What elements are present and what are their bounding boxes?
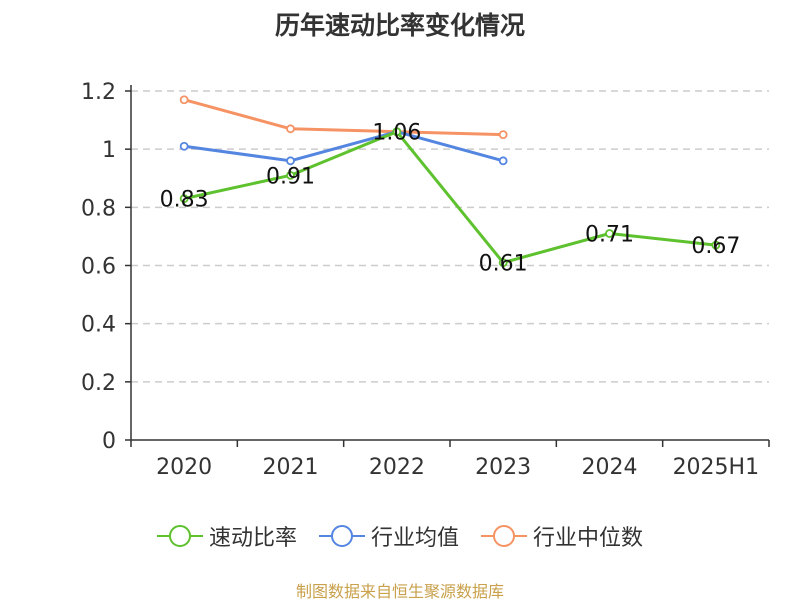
legend-marker-icon bbox=[318, 525, 365, 547]
data-point bbox=[711, 240, 721, 250]
data-label: 0.67 bbox=[691, 234, 740, 259]
chart-title: 历年速动比率变化情况 bbox=[274, 11, 525, 40]
y-tick-label: 0 bbox=[102, 429, 116, 454]
data-point bbox=[392, 127, 402, 137]
legend: 速动比率 行业均值 行业中位数 bbox=[0, 520, 800, 552]
series-line bbox=[183, 130, 716, 265]
data-point bbox=[498, 130, 508, 140]
y-tick-label: 1.2 bbox=[81, 80, 116, 105]
legend-item[interactable]: 速动比率 bbox=[156, 520, 297, 552]
data-label: 0.71 bbox=[585, 223, 634, 248]
data-point bbox=[286, 124, 295, 134]
data-point bbox=[605, 229, 614, 238]
legend-item[interactable]: 行业均值 bbox=[318, 520, 459, 552]
x-tick-label: 2021 bbox=[263, 455, 319, 480]
series-line bbox=[183, 98, 504, 137]
x-tick-label: 2025H1 bbox=[673, 455, 760, 480]
y-tick-label: 1 bbox=[102, 138, 116, 163]
data-point bbox=[498, 258, 508, 267]
x-tick-label: 2022 bbox=[369, 455, 425, 480]
y-tick-label: 0.6 bbox=[81, 255, 116, 280]
data-point bbox=[286, 156, 295, 166]
x-tick-label: 2020 bbox=[156, 455, 212, 480]
y-tick-label: 0.8 bbox=[81, 196, 116, 221]
data-point bbox=[179, 95, 189, 105]
legend-marker-icon bbox=[156, 525, 203, 547]
legend-marker-icon bbox=[481, 525, 527, 547]
legend-label: 行业中位数 bbox=[533, 526, 644, 551]
data-point bbox=[179, 194, 189, 204]
legend-label: 行业均值 bbox=[370, 526, 459, 551]
data-point bbox=[179, 141, 189, 151]
data-point bbox=[498, 156, 508, 166]
data-label: 0.83 bbox=[160, 188, 209, 213]
legend-item[interactable]: 行业中位数 bbox=[481, 520, 643, 552]
y-tick-label: 0.4 bbox=[81, 313, 116, 338]
x-tick-label: 2024 bbox=[582, 455, 638, 480]
legend-label: 速动比率 bbox=[208, 526, 297, 551]
data-label: 1.06 bbox=[372, 121, 421, 146]
series-line bbox=[183, 130, 504, 163]
data-point bbox=[286, 170, 295, 180]
data-label: 0.61 bbox=[479, 252, 528, 277]
source-note: 制图数据来自恒生聚源数据库 bbox=[295, 582, 504, 601]
x-tick-label: 2023 bbox=[475, 455, 531, 480]
y-tick-label: 0.2 bbox=[81, 371, 116, 396]
data-label: 0.91 bbox=[266, 164, 315, 189]
